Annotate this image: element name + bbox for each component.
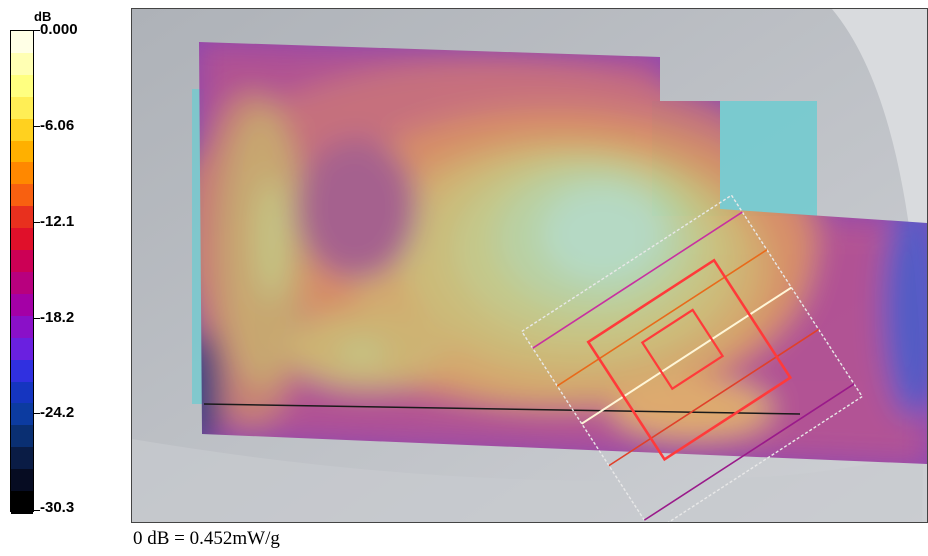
colorbar-segment [11,140,33,164]
colorbar-segment [11,96,33,120]
colorbar-segment [11,250,33,273]
colorbar-segment [11,315,33,339]
colorbar-tick-label: -6.06 [40,117,75,134]
colorbar-tick-mark [34,510,40,511]
phantom-boundary-line [203,403,801,415]
colorbar-segment [11,491,33,514]
colorbar-segment [11,118,33,142]
colorbar-tick-mark [34,413,40,415]
reference-level-note: 0 dB = 0.452mW/g [133,528,280,549]
colorbar-segment [11,403,33,427]
colorbar-tick-mark [34,221,40,223]
colorbar-segment [11,31,33,54]
colorbar-tick-label: 0.000 [40,21,78,38]
colorbar-segment [11,228,33,252]
sar-distribution-plot [131,8,928,523]
colorbar-segment [11,359,33,383]
colorbar-segment [11,184,33,208]
colorbar-segment [11,206,33,230]
colorbar-segment [11,74,33,98]
colorbar-segment [11,425,33,449]
colorbar-segment [11,447,33,471]
colorbar-tick-label: -12.1 [40,212,75,230]
colorbar-tick-mark [34,318,40,320]
colorbar-segment [11,162,33,186]
colorbar-segment [11,337,33,361]
colorbar-segment [11,272,33,295]
phantom-edge-shading [832,9,927,522]
phantom-lower-shading [132,439,927,522]
colorbar [10,30,34,514]
plot-canvas [132,9,927,522]
colorbar-segment [11,381,33,405]
colorbar-unit-label: dB [34,9,52,24]
colorbar-segment [11,293,33,317]
device-outline [520,194,864,522]
colorbar-tick-label: -24.2 [40,404,75,422]
colorbar-segment [11,52,33,76]
colorbar-tick-mark [34,126,40,127]
colorbar-segment [11,469,33,493]
colorbar-tick-mark [34,30,40,31]
colorbar-tick-label: -30.3 [40,499,75,516]
colorbar-tick-label: -18.2 [40,309,75,327]
